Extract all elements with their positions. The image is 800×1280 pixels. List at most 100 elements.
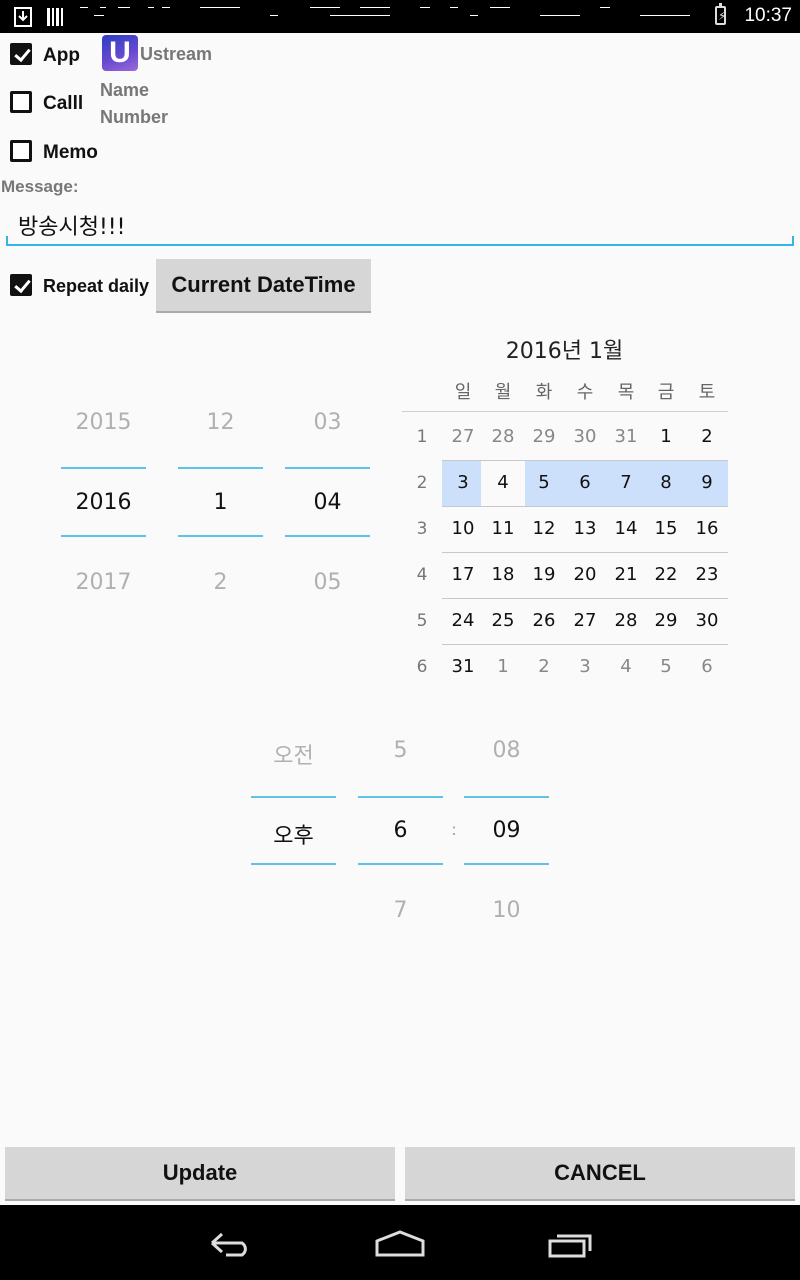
day-current[interactable]: 04 [313, 490, 342, 515]
calendar-day[interactable]: 1 [660, 426, 672, 447]
call-label: Calll [43, 93, 84, 114]
calendar-day[interactable]: 30 [695, 610, 719, 631]
month-next[interactable]: 2 [213, 570, 228, 595]
calendar-day[interactable]: 17 [451, 564, 475, 585]
memo-checkbox[interactable] [10, 140, 32, 162]
battery-icon: ⚡ [715, 3, 726, 25]
calendar-title: 2016년 1월 [505, 339, 624, 364]
calendar-day[interactable]: 25 [491, 610, 515, 631]
calendar-day[interactable]: 5 [660, 656, 672, 677]
call-checkbox[interactable] [10, 91, 32, 113]
calendar-day[interactable]: 16 [695, 518, 719, 539]
calendar-week-number: 3 [416, 519, 428, 539]
calendar-day[interactable]: 31 [614, 426, 638, 447]
calendar-day[interactable]: 8 [660, 472, 672, 493]
calendar-day[interactable]: 21 [614, 564, 638, 585]
back-icon[interactable] [204, 1229, 256, 1257]
calendar-weekday: 일 [454, 382, 472, 403]
app-checkbox[interactable] [10, 43, 32, 65]
calendar-week-number: 5 [416, 611, 428, 631]
message-input[interactable] [6, 206, 794, 246]
current-datetime-button[interactable]: Current DateTime [156, 259, 371, 311]
month-current[interactable]: 1 [213, 490, 228, 515]
home-icon[interactable] [373, 1229, 427, 1259]
calendar-day[interactable]: 31 [451, 656, 475, 677]
calendar-day[interactable]: 6 [579, 472, 591, 493]
status-bar: ⚡ 10:37 [0, 0, 800, 33]
calendar-day[interactable]: 7 [620, 472, 632, 493]
hour-current[interactable]: 6 [393, 818, 408, 843]
day-prev[interactable]: 03 [313, 410, 342, 435]
message-label: Message: [1, 177, 79, 196]
calendar-weekday: 수 [576, 382, 594, 403]
calendar-day[interactable]: 14 [614, 518, 638, 539]
calendar-week-number: 6 [416, 657, 428, 677]
hour-prev[interactable]: 5 [393, 738, 408, 763]
calendar-day[interactable]: 5 [538, 472, 550, 493]
calendar-day[interactable]: 2 [538, 656, 550, 677]
hour-next[interactable]: 7 [393, 898, 408, 923]
calendar-day[interactable]: 29 [654, 610, 678, 631]
calendar-day[interactable]: 26 [532, 610, 556, 631]
year-next[interactable]: 2017 [75, 570, 132, 595]
update-button[interactable]: Update [5, 1147, 395, 1199]
calendar-day[interactable]: 20 [573, 564, 597, 585]
calendar-day[interactable]: 10 [451, 518, 475, 539]
calendar-weekday: 화 [535, 382, 553, 403]
calendar-day[interactable]: 23 [695, 564, 719, 585]
calendar-week-highlight [442, 461, 481, 506]
calendar-day[interactable]: 4 [620, 656, 632, 677]
calendar-weekday: 토 [698, 382, 716, 403]
minute-current[interactable]: 09 [492, 818, 521, 843]
calendar-day[interactable]: 30 [573, 426, 597, 447]
calendar-day[interactable]: 6 [701, 656, 713, 677]
calendar-week-number: 4 [416, 565, 428, 585]
cancel-button[interactable]: CANCEL [405, 1147, 795, 1199]
calendar-weekday: 금 [657, 382, 675, 403]
calendar-day[interactable]: 11 [491, 518, 515, 539]
navigation-bar [0, 1205, 800, 1280]
download-icon [14, 7, 32, 27]
calendar-day[interactable]: 28 [614, 610, 638, 631]
calendar-day[interactable]: 27 [573, 610, 597, 631]
calendar-day[interactable]: 15 [654, 518, 678, 539]
ampm-prev[interactable]: 오전 [273, 744, 314, 769]
calendar-weekday: 목 [617, 382, 635, 403]
minute-prev[interactable]: 08 [492, 738, 521, 763]
ustream-icon: U [102, 35, 138, 71]
repeat-daily-checkbox[interactable] [10, 274, 32, 296]
calendar-day[interactable]: 3 [579, 656, 591, 677]
calendar-day[interactable]: 9 [701, 472, 713, 493]
calendar-day[interactable]: 12 [532, 518, 556, 539]
memo-label: Memo [43, 142, 98, 163]
call-name-label: Name [100, 80, 150, 100]
calendar-day[interactable]: 19 [532, 564, 556, 585]
calendar-weekday: 월 [494, 382, 512, 403]
barcode-icon [47, 8, 63, 26]
calendar-day[interactable]: 28 [491, 426, 515, 447]
calendar-week-number: 1 [416, 427, 428, 447]
calendar-day[interactable]: 24 [451, 610, 475, 631]
day-next[interactable]: 05 [313, 570, 342, 595]
calendar-day[interactable]: 22 [654, 564, 678, 585]
minute-next[interactable]: 10 [492, 898, 521, 923]
calendar-day[interactable]: 1 [497, 656, 509, 677]
calendar-day[interactable]: 27 [451, 426, 475, 447]
calendar-week-highlight [525, 461, 728, 506]
month-prev[interactable]: 12 [206, 410, 235, 435]
recents-icon[interactable] [546, 1229, 596, 1259]
calendar-day[interactable]: 3 [457, 472, 469, 493]
repeat-daily-label: Repeat daily [43, 276, 150, 296]
year-current[interactable]: 2016 [75, 490, 132, 515]
calendar-day[interactable]: 13 [573, 518, 597, 539]
status-time: 10:37 [744, 5, 792, 26]
calendar-day[interactable]: 4 [497, 472, 509, 493]
app-label: App [43, 45, 80, 66]
calendar-day[interactable]: 18 [491, 564, 515, 585]
call-number-label: Number [100, 107, 169, 127]
year-prev[interactable]: 2015 [75, 410, 132, 435]
calendar-day[interactable]: 29 [532, 426, 556, 447]
app-name: Ustream [140, 44, 213, 64]
ampm-current[interactable]: 오후 [273, 824, 314, 849]
calendar-day[interactable]: 2 [701, 426, 713, 447]
